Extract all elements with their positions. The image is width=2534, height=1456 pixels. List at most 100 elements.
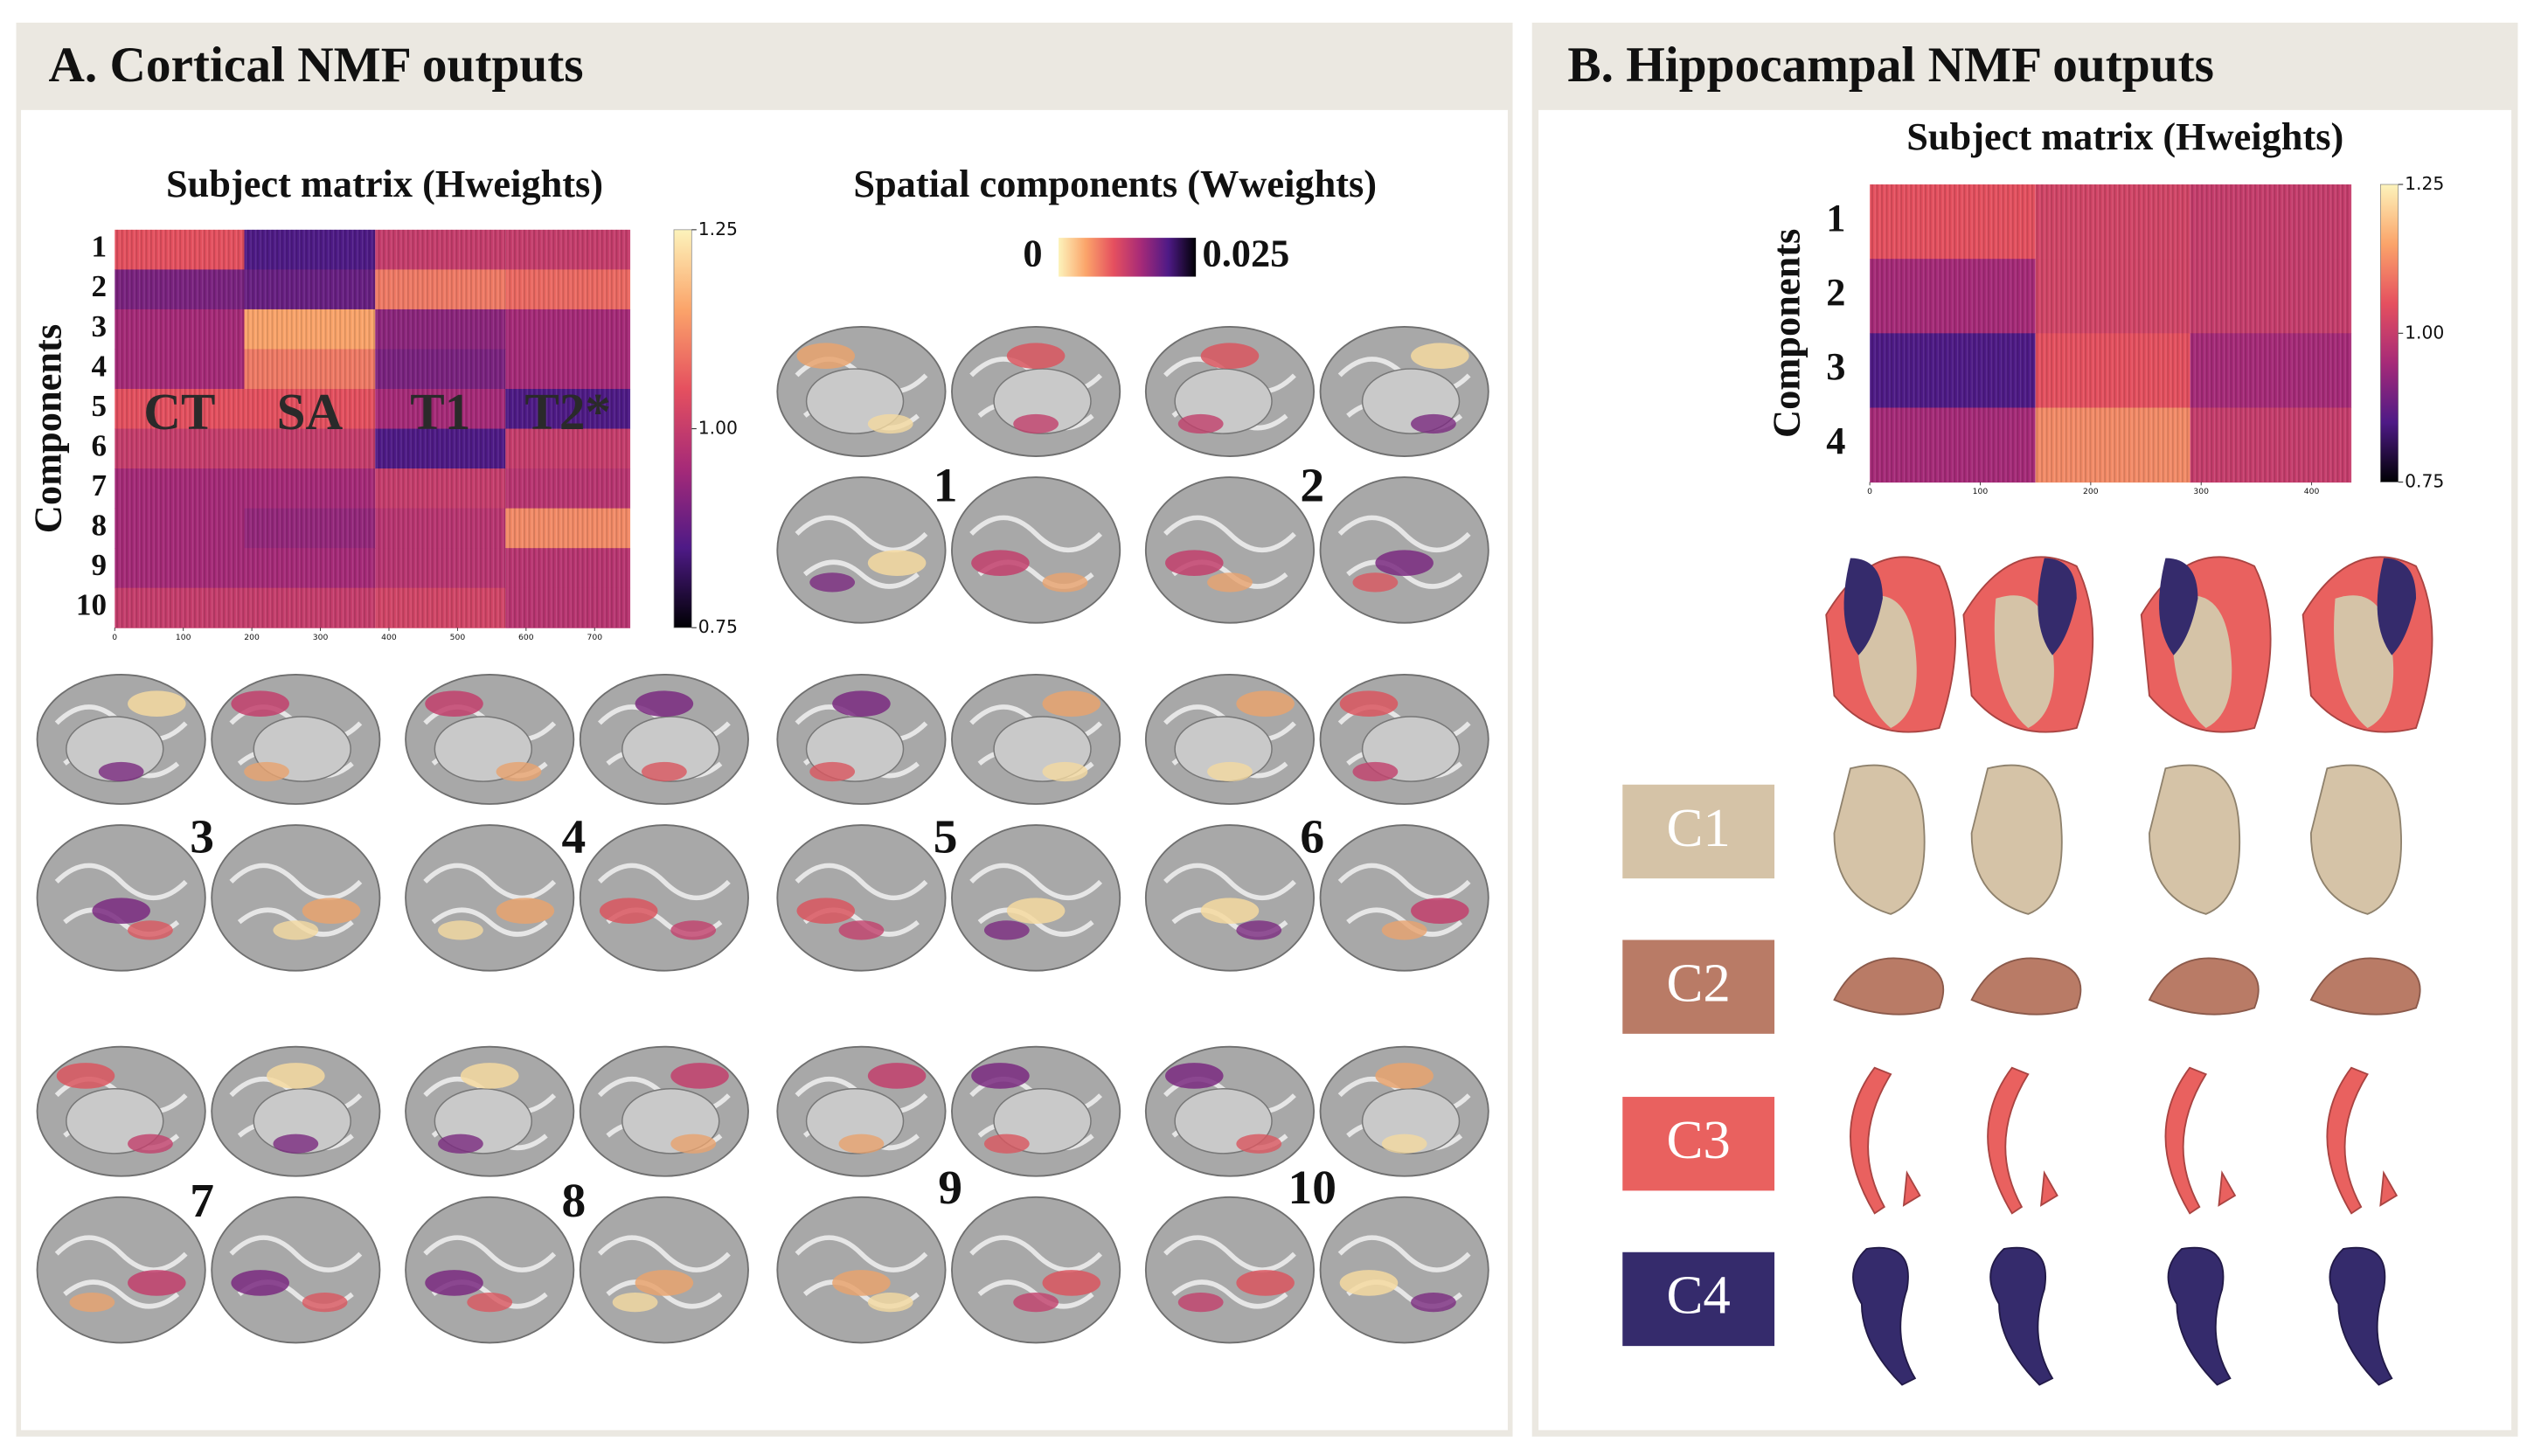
brain-patch	[635, 1270, 694, 1296]
hippocampus-c2	[2309, 957, 2421, 1016]
brain	[776, 476, 947, 624]
brain-patch	[128, 920, 173, 940]
component-label: 9	[938, 1161, 962, 1215]
component-label: 4	[561, 810, 586, 863]
hippocampus-combined	[2159, 558, 2198, 655]
brain	[405, 1196, 575, 1344]
brain-patch	[1042, 1270, 1101, 1296]
brain-patch	[983, 920, 1030, 940]
brain-patch	[1042, 572, 1088, 593]
brain-patch	[302, 1293, 348, 1313]
brain-patch	[1411, 413, 1456, 434]
x-tick-label: 0	[112, 633, 117, 642]
brain-medial-wall	[253, 1088, 351, 1154]
brain-patch	[641, 761, 687, 782]
brain-patch	[1165, 1063, 1224, 1089]
hippocampus-c4	[1852, 1246, 1917, 1386]
hippocampus-combined	[1994, 595, 2054, 728]
brain-patch	[128, 1134, 173, 1154]
brain-patch	[1236, 690, 1295, 718]
colorbar-tick-label: 1.00	[698, 418, 738, 439]
hippocampus-c1	[2309, 764, 2403, 915]
colorbar-tick-label: 1.25	[698, 218, 738, 239]
brain-patch	[128, 690, 186, 718]
brain-medial-wall	[66, 716, 164, 782]
brain-patch	[971, 550, 1030, 576]
brain-patch	[867, 1063, 927, 1089]
x-tick-label: 0	[1867, 487, 1872, 496]
brain	[405, 824, 575, 972]
brain-patch	[867, 550, 927, 576]
brain-patch	[1236, 1134, 1282, 1154]
brain-medial-wall	[805, 1088, 905, 1154]
x-tick-label: 100	[1973, 487, 1989, 496]
component-label: 7	[190, 1175, 214, 1228]
spatial-colorbar-label: 0	[1023, 231, 1042, 274]
x-tick-label: 200	[244, 633, 260, 642]
brain-patch	[670, 1134, 717, 1154]
brain-patch	[1411, 1293, 1456, 1313]
brain-patch	[1207, 572, 1253, 593]
hippocampus-combined	[1843, 558, 1883, 655]
brain-sulci	[795, 515, 928, 589]
brain-patch	[1352, 572, 1399, 593]
brain-patch	[92, 898, 150, 924]
brain-medial-wall	[1174, 716, 1273, 782]
hippocampus-c2	[1833, 957, 1944, 1016]
brain-patch	[1177, 413, 1224, 434]
component-label: 10	[1288, 1161, 1336, 1215]
brain-patch	[467, 1293, 513, 1313]
component-label: 1	[934, 460, 958, 513]
brain-patch	[838, 920, 885, 940]
brain-patch	[273, 1134, 319, 1154]
x-tick-label: 300	[313, 633, 329, 642]
brain-group	[776, 673, 1121, 972]
hippocampus-combined	[2377, 558, 2417, 655]
brain-patch	[1236, 920, 1282, 940]
brain-patch	[1177, 1293, 1224, 1313]
brain-patch	[1165, 550, 1224, 576]
brain-patch	[267, 1063, 325, 1089]
brain-patch	[1375, 550, 1434, 576]
brain-patch	[460, 1063, 519, 1089]
brain	[951, 476, 1121, 624]
x-tick-label: 400	[381, 633, 397, 642]
brain-patch	[1411, 898, 1469, 924]
brain-patch	[438, 920, 483, 940]
brain	[776, 824, 947, 972]
hippocampus-combined	[2038, 558, 2077, 655]
brain-patch	[867, 413, 913, 434]
hippocampus-c1	[1833, 764, 1926, 915]
brain-group	[1144, 673, 1489, 972]
row-label: 2	[91, 269, 107, 303]
row-label: 3	[91, 309, 107, 343]
brain-patch	[1381, 1134, 1427, 1154]
row-label: 1	[1826, 196, 1845, 239]
heatmap-title: Subject matrix (Hweights)	[1906, 114, 2343, 158]
y-axis-label: Components	[1765, 229, 1809, 438]
colorbar-tick-label: 0.75	[2405, 471, 2444, 492]
row-label: 1	[91, 230, 107, 264]
brain-patch	[1200, 898, 1260, 924]
legend-swatch	[1622, 939, 1775, 1034]
brain-patch	[1013, 1293, 1059, 1313]
y-axis-label: Components	[25, 324, 69, 533]
colorbar-tick-label: 1.00	[2405, 322, 2444, 343]
heatmap-title: Subject matrix (Hweights)	[166, 162, 603, 205]
brain-patch	[1042, 761, 1088, 782]
brain-sulci	[423, 863, 557, 937]
brain-patch	[670, 920, 717, 940]
row-label: 9	[91, 548, 107, 582]
brain-patch	[867, 1293, 913, 1313]
brain-patch	[971, 1063, 1030, 1089]
brain-patch	[832, 690, 891, 718]
brain-patch	[1236, 1270, 1295, 1296]
row-label: 5	[91, 389, 107, 423]
hippocampus-c4	[1989, 1246, 2054, 1386]
brain-patch	[1013, 413, 1059, 434]
colorbar	[673, 229, 692, 628]
group-label: CT	[143, 383, 215, 440]
brain-patch	[635, 690, 694, 718]
component-label: 5	[934, 810, 958, 863]
brain-patch	[796, 898, 856, 924]
